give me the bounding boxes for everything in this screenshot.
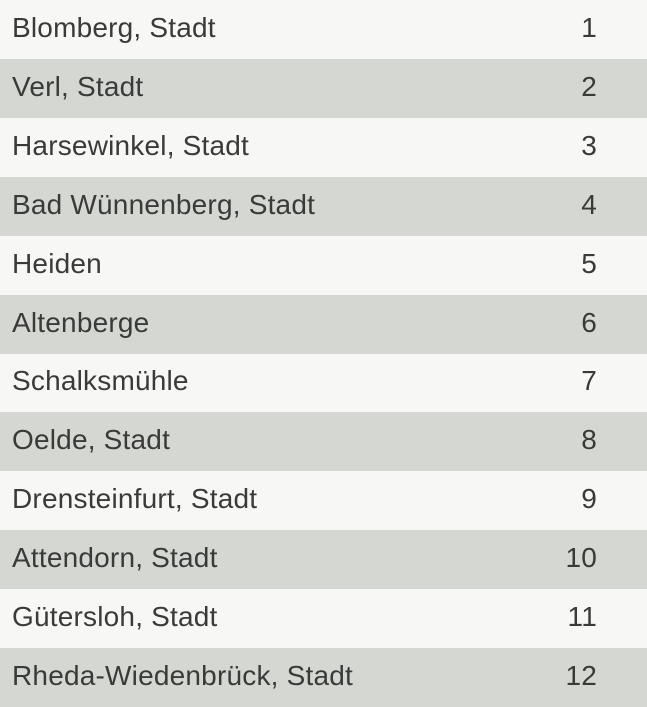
rank-value: 2 bbox=[581, 70, 597, 102]
rank-value: 11 bbox=[567, 601, 597, 633]
municipality-name: Verl, Stadt bbox=[12, 70, 144, 102]
table-row[interactable]: Oelde, Stadt 8 bbox=[0, 412, 647, 472]
table-row[interactable]: Altenberge 6 bbox=[0, 294, 647, 354]
rank-value: 3 bbox=[581, 129, 597, 161]
rank-value: 7 bbox=[581, 365, 597, 397]
municipality-name: Drensteinfurt, Stadt bbox=[12, 483, 258, 515]
rank-value: 10 bbox=[565, 542, 597, 574]
table-row[interactable]: Attendorn, Stadt 10 bbox=[0, 530, 647, 590]
municipality-name: Schalksmühle bbox=[12, 365, 189, 397]
rank-value: 12 bbox=[565, 660, 597, 692]
municipality-name: Gütersloh, Stadt bbox=[12, 601, 218, 633]
municipality-name: Oelde, Stadt bbox=[12, 424, 171, 456]
table-row[interactable]: Verl, Stadt 2 bbox=[0, 58, 647, 118]
table-row[interactable]: Rheda-Wiedenbrück, Stadt 12 bbox=[0, 648, 647, 707]
table-row[interactable]: Heiden 5 bbox=[0, 235, 647, 295]
rank-value: 5 bbox=[581, 247, 597, 279]
municipality-name: Altenberge bbox=[12, 306, 150, 338]
table-row[interactable]: Gütersloh, Stadt 11 bbox=[0, 589, 647, 649]
municipality-name: Harsewinkel, Stadt bbox=[12, 129, 250, 161]
municipality-name: Heiden bbox=[12, 247, 102, 279]
rank-value: 8 bbox=[581, 424, 597, 456]
table-row[interactable]: Schalksmühle 7 bbox=[0, 353, 647, 413]
rank-value: 4 bbox=[581, 188, 597, 220]
municipality-name: Blomberg, Stadt bbox=[12, 11, 216, 43]
table-row[interactable]: Drensteinfurt, Stadt 9 bbox=[0, 471, 647, 531]
rank-value: 9 bbox=[581, 483, 597, 515]
table-row[interactable]: Harsewinkel, Stadt 3 bbox=[0, 117, 647, 177]
table-row[interactable]: Blomberg, Stadt 1 bbox=[0, 0, 647, 59]
rank-value: 1 bbox=[581, 11, 597, 43]
municipality-name: Rheda-Wiedenbrück, Stadt bbox=[12, 660, 353, 692]
table-row[interactable]: Bad Wünnenberg, Stadt 4 bbox=[0, 176, 647, 236]
municipality-name: Bad Wünnenberg, Stadt bbox=[12, 188, 316, 220]
municipality-name: Attendorn, Stadt bbox=[12, 542, 218, 574]
rank-value: 6 bbox=[581, 306, 597, 338]
